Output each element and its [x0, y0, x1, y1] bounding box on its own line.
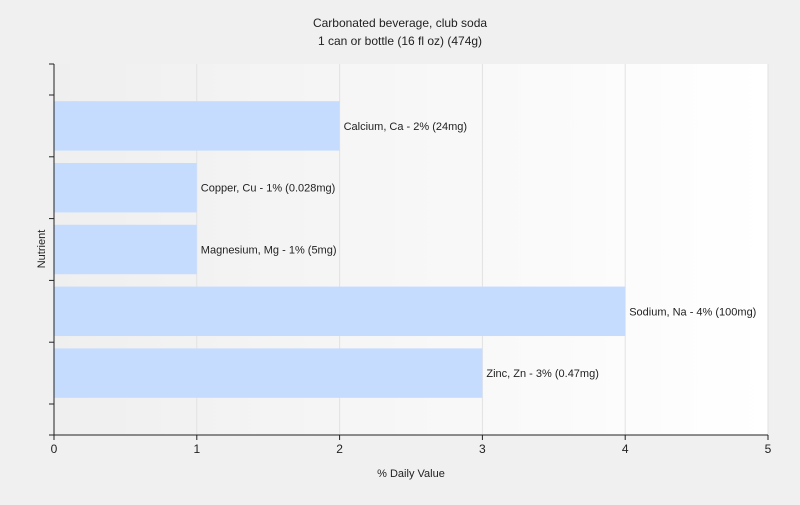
x-axis-ticks: 0 1 2 3 4 5 — [51, 435, 772, 456]
x-tick-label: 1 — [193, 442, 200, 456]
data-label-4: Sodium, Na - 4% (100mg) — [629, 306, 756, 318]
x-tick-label: 2 — [336, 442, 343, 456]
x-tick-label: 4 — [622, 442, 629, 456]
chart-title: Carbonated beverage, club soda — [313, 16, 487, 30]
bar-1 — [54, 101, 340, 151]
chart-subtitle: 1 can or bottle (16 fl oz) (474g) — [318, 34, 482, 48]
bar-5 — [54, 348, 483, 398]
x-tick-label: 0 — [51, 442, 58, 456]
bar-4 — [54, 286, 626, 337]
data-label-3: Magnesium, Mg - 1% (5mg) — [201, 245, 337, 257]
data-labels: Calcium, Ca - 2% (24mg) Copper, Cu - 1% (… — [201, 121, 757, 380]
x-axis-label: % Daily Value — [377, 468, 445, 480]
y-axis-ticks — [49, 63, 54, 436]
bars — [54, 101, 626, 398]
bar-3 — [54, 224, 197, 275]
data-label-2: Copper, Cu - 1% (0.028mg) — [201, 183, 336, 195]
axes — [53, 64, 768, 436]
y-axis-label: Nutrient — [36, 230, 48, 269]
x-tick-label: 3 — [479, 442, 486, 456]
x-tick-label: 5 — [765, 442, 772, 456]
bar-2 — [54, 162, 197, 213]
data-label-5: Zinc, Zn - 3% (0.47mg) — [486, 368, 598, 380]
data-label-1: Calcium, Ca - 2% (24mg) — [344, 121, 467, 133]
